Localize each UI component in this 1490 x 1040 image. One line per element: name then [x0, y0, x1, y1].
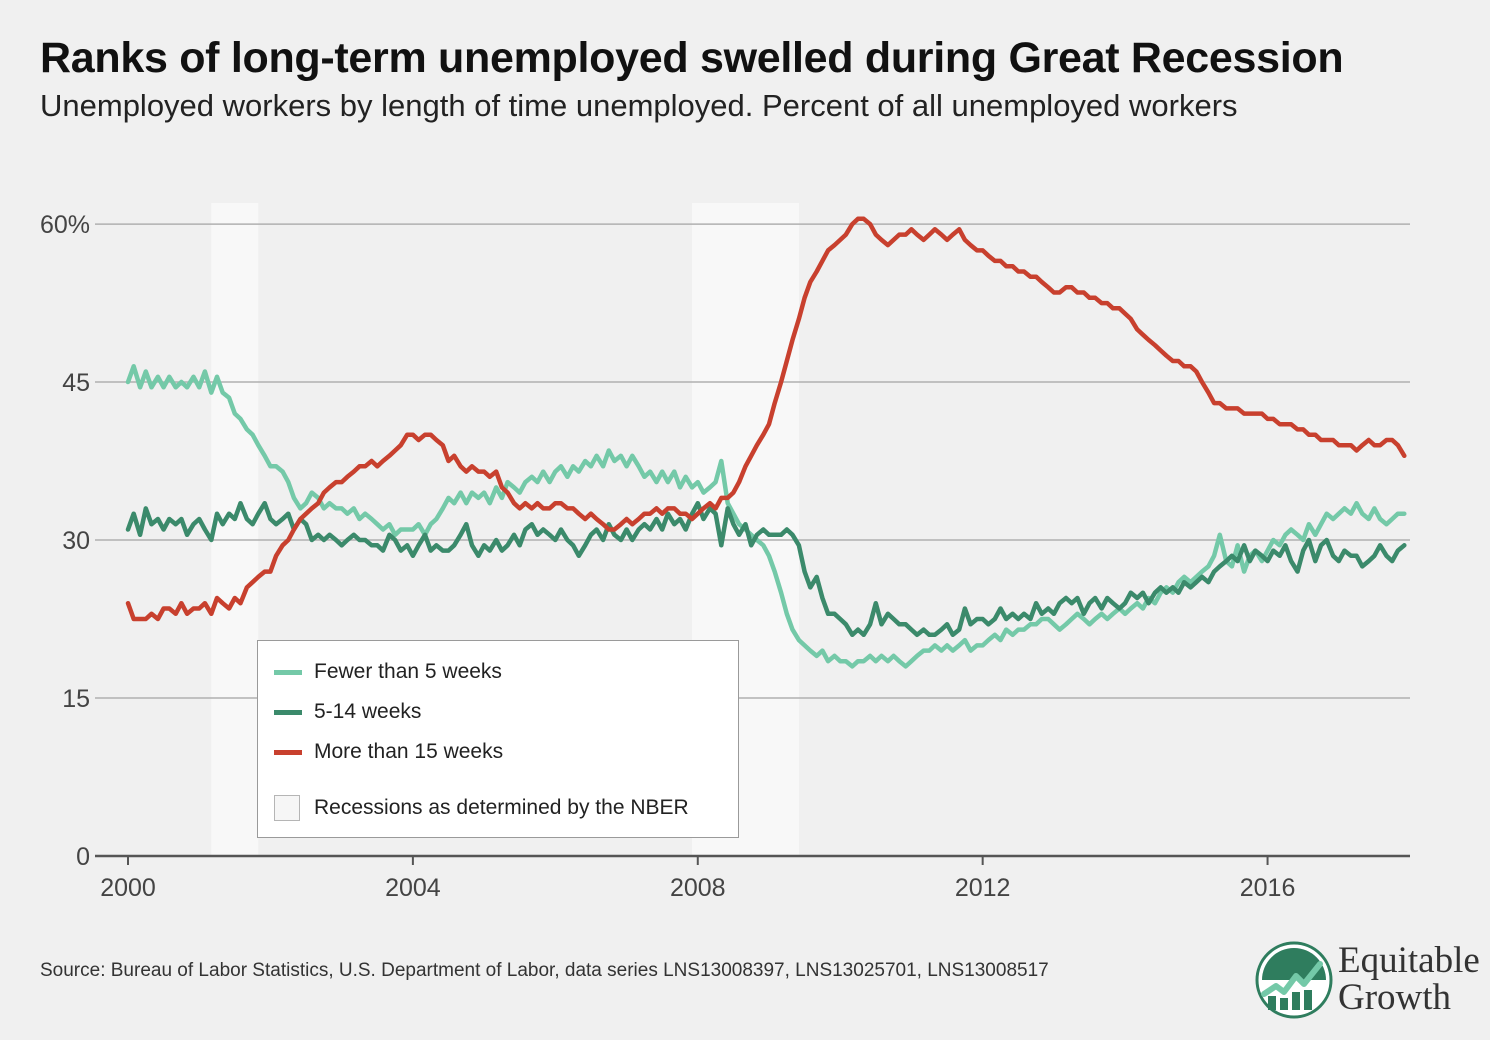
y-tick-label: 0 [76, 843, 90, 871]
legend-item-fewer-than-5-weeks: Fewer than 5 weeks [274, 657, 502, 687]
logo-line-2: Growth [1338, 977, 1452, 1018]
legend-label: 5-14 weeks [314, 700, 422, 723]
recession-band-1 [211, 203, 259, 856]
legend-item-5-14-weeks: 5-14 weeks [274, 697, 421, 727]
growth-chart-logo-icon [1255, 941, 1333, 1019]
y-tick-label: 15 [62, 685, 90, 713]
logo-wordmark: Equitable Growth [1338, 942, 1480, 1016]
y-tick-label: 30 [62, 527, 90, 555]
series-line-weeks-5-14 [125, 500, 1407, 638]
chart-legend: Fewer than 5 weeks 5-14 weeks More than … [257, 640, 739, 838]
series-line-more-than-15 [125, 216, 1407, 622]
x-tick-label: 2008 [670, 874, 726, 902]
legend-label: Recessions as determined by the NBER [314, 796, 689, 819]
chart-title: Ranks of long-term unemployed swelled du… [40, 34, 1344, 82]
series-line-fewer-than-5 [125, 364, 1407, 669]
legend-label: More than 15 weeks [314, 740, 504, 763]
y-tick-label: 45 [62, 369, 90, 397]
x-tick-label: 2004 [385, 874, 441, 902]
legend-label: Fewer than 5 weeks [314, 660, 502, 683]
x-tick-label: 2012 [955, 874, 1011, 902]
axes: 0 15 30 45 60% 2000 2004 2008 2012 2016 [40, 211, 1410, 902]
legend-swatch-5-14-weeks [274, 709, 302, 715]
legend-item-recessions: Recessions as determined by the NBER [274, 793, 689, 823]
legend-item-more-than-15-weeks: More than 15 weeks [274, 737, 503, 767]
legend-swatch-more-than-15-weeks [274, 749, 302, 755]
equitable-growth-logo[interactable]: Equitable Growth [1252, 934, 1482, 1030]
legend-swatch-recession [274, 795, 300, 821]
source-note: Source: Bureau of Labor Statistics, U.S.… [40, 960, 1049, 981]
chart-subtitle: Unemployed workers by length of time une… [40, 88, 1238, 123]
x-tick-label: 2000 [100, 874, 156, 902]
x-tick-label: 2016 [1240, 874, 1296, 902]
y-tick-label: 60% [40, 211, 90, 239]
logo-line-1: Equitable [1338, 940, 1480, 981]
legend-swatch-fewer-than-5-weeks [274, 669, 302, 675]
series-lines [125, 216, 1407, 669]
